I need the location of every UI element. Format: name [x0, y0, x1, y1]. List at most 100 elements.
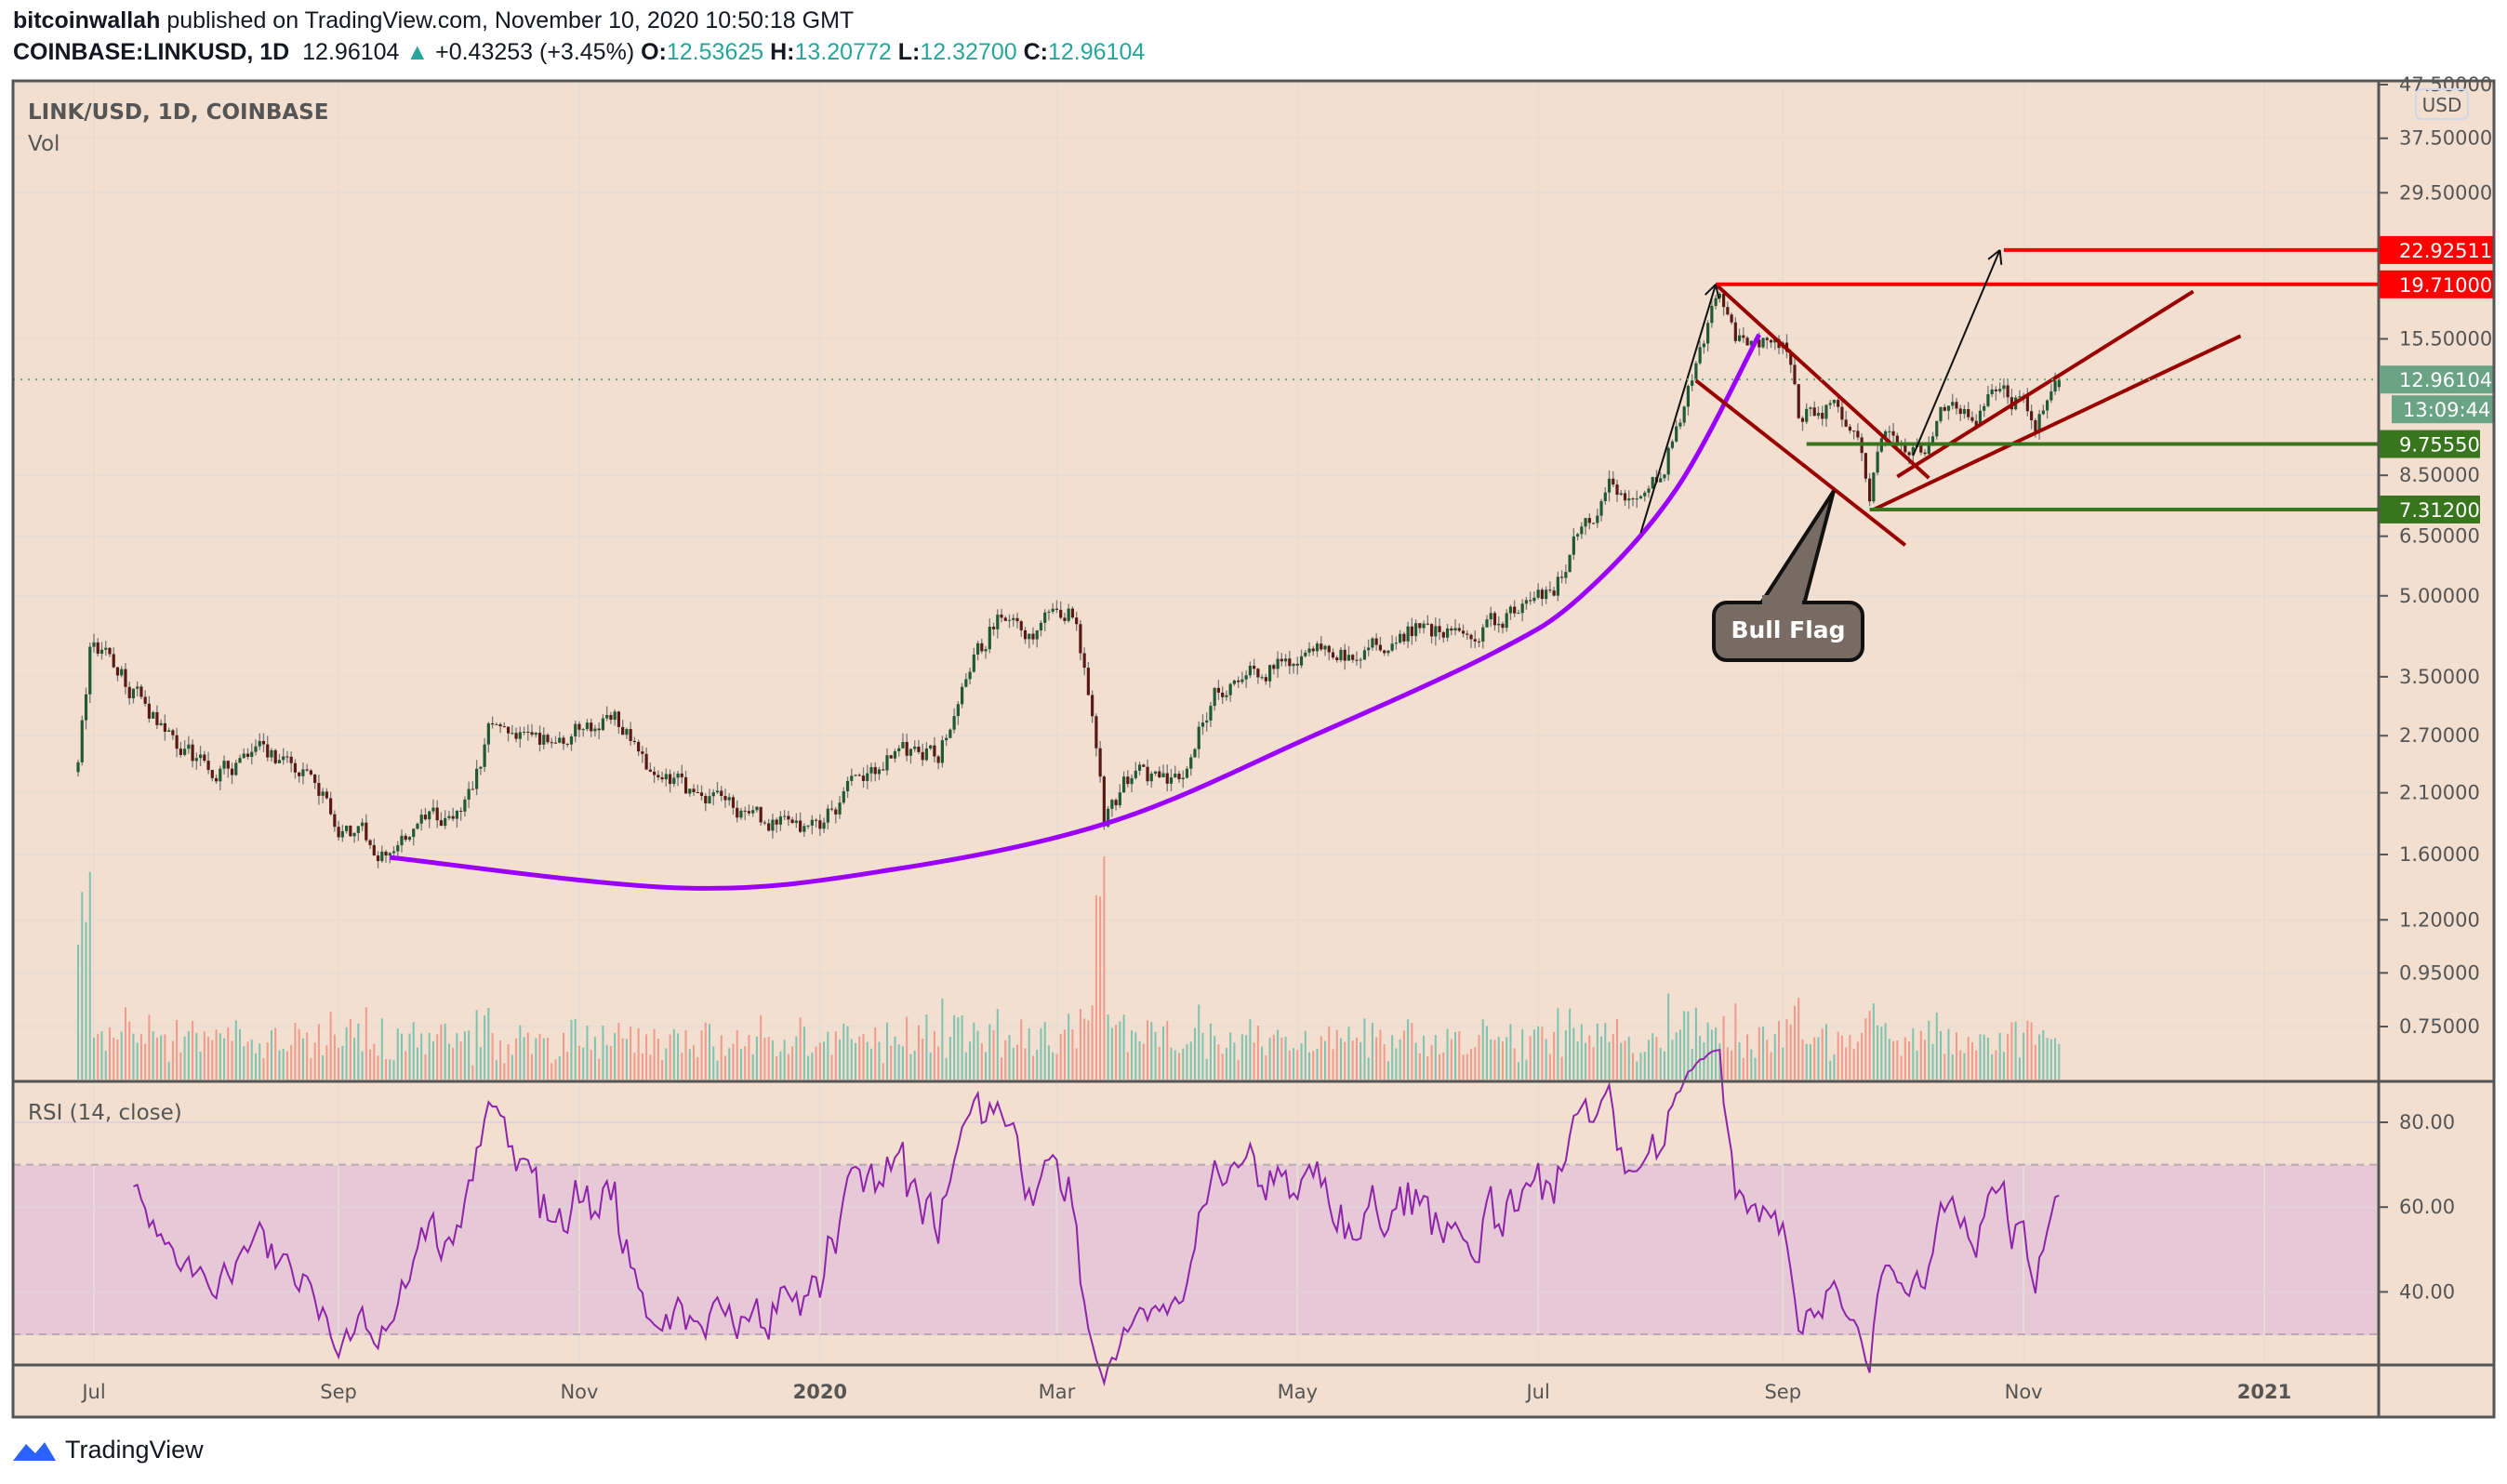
candle — [1714, 298, 1718, 306]
volume-bar — [1782, 1047, 1784, 1080]
volume-bar — [1501, 1041, 1504, 1080]
candle — [715, 790, 720, 793]
tradingview-logo[interactable]: TradingView — [11, 1436, 204, 1464]
volume-bar — [1119, 1021, 1121, 1080]
volume-bar — [405, 1051, 407, 1080]
candle — [1346, 655, 1351, 661]
volume-bar — [1485, 1026, 1488, 1080]
volume-bar — [2049, 1039, 2052, 1080]
candle — [845, 780, 850, 792]
volume-bar — [1020, 1019, 1023, 1080]
volume-bar — [1277, 1029, 1280, 1080]
candle — [388, 853, 391, 856]
candle — [1453, 628, 1457, 631]
candle — [1840, 406, 1844, 420]
volume-bar — [1600, 1036, 1603, 1080]
candle — [629, 729, 632, 741]
volume-bar — [1189, 1041, 1192, 1080]
volume-bar — [566, 1052, 569, 1080]
candle — [254, 746, 258, 752]
volume-bar — [523, 1037, 525, 1080]
volume-bar — [459, 1041, 462, 1080]
volume-bar — [471, 1065, 474, 1080]
volume-bar — [1036, 1049, 1039, 1080]
volume-bar — [577, 1045, 580, 1080]
volume-bar — [333, 1034, 336, 1080]
volume-bar — [855, 1042, 857, 1080]
candle — [625, 729, 629, 735]
candle — [1079, 624, 1082, 654]
candle — [1228, 683, 1232, 696]
volume-bar — [1103, 856, 1106, 1080]
volume-bar — [2002, 1052, 2005, 1080]
brand-name: TradingView — [65, 1436, 204, 1464]
candle — [1481, 627, 1485, 642]
candle — [1193, 749, 1197, 758]
candle — [699, 792, 704, 796]
candle — [1461, 630, 1466, 634]
candle — [723, 796, 727, 801]
volume-bar — [894, 1036, 896, 1080]
candle — [755, 806, 759, 811]
volume-bar — [282, 1048, 285, 1080]
volume-bar — [2014, 1021, 2017, 1080]
volume-bar — [1509, 1024, 1512, 1080]
channel-lower-line — [1873, 334, 2242, 511]
candle — [108, 647, 112, 655]
volume-bar — [704, 1022, 707, 1080]
drawings[interactable] — [13, 247, 2379, 891]
volume-bar — [1572, 1027, 1575, 1080]
volume-bar — [310, 1058, 312, 1080]
volume-bar — [1399, 1039, 1401, 1080]
candle — [1276, 658, 1280, 669]
volume-bar — [1134, 1032, 1137, 1080]
volume-bar — [1001, 1057, 1003, 1080]
candle — [1919, 442, 1923, 453]
volume-bar — [1856, 1041, 1859, 1080]
candle — [790, 819, 794, 824]
rounded-bottom-arc — [390, 333, 1762, 891]
candle — [873, 766, 877, 775]
candle — [1098, 748, 1102, 777]
volume-bar — [519, 1025, 522, 1080]
candle — [365, 822, 368, 841]
candle — [136, 686, 139, 689]
volume-bar — [211, 1040, 214, 1080]
candle — [242, 753, 245, 759]
volume-bar — [811, 1053, 814, 1080]
candle — [1000, 615, 1003, 618]
volume-bar — [1474, 1047, 1477, 1080]
price-tag — [2380, 365, 2495, 394]
volume-bar — [511, 1054, 513, 1080]
volume-bar — [953, 1014, 956, 1080]
volume-bar — [440, 1024, 443, 1080]
symbol-label: COINBASE:LINKUSD, 1D — [13, 39, 290, 65]
volume-bar — [1849, 1034, 1851, 1080]
candle — [680, 773, 683, 777]
volume-bar — [1636, 1061, 1638, 1080]
volume-bar — [625, 1039, 628, 1080]
volume-bar — [1075, 1048, 1078, 1080]
volume-bar — [1462, 1054, 1465, 1080]
volume-bar — [1659, 1047, 1662, 1080]
candle — [1315, 643, 1320, 652]
volume-bar — [1569, 1008, 1572, 1080]
candle — [850, 775, 854, 781]
volume-bar — [239, 1028, 242, 1080]
volume-bar — [1478, 1034, 1480, 1080]
price-tick-label: 5.00000 — [2399, 585, 2480, 607]
candle — [936, 756, 940, 763]
volume-bar — [1959, 1050, 1962, 1080]
candle — [988, 626, 991, 650]
author-name[interactable]: bitcoinwallah — [13, 7, 161, 33]
candle — [1891, 431, 1895, 436]
bull-flag-callout[interactable]: Bull Flag — [1712, 489, 1864, 662]
volume-bar — [1040, 1027, 1042, 1080]
volume-bar — [1667, 993, 1670, 1080]
candle — [1059, 609, 1063, 618]
candle — [799, 820, 803, 832]
candle — [1386, 650, 1390, 654]
volume-bar — [1110, 1027, 1113, 1080]
volume-bar — [1158, 1046, 1161, 1080]
